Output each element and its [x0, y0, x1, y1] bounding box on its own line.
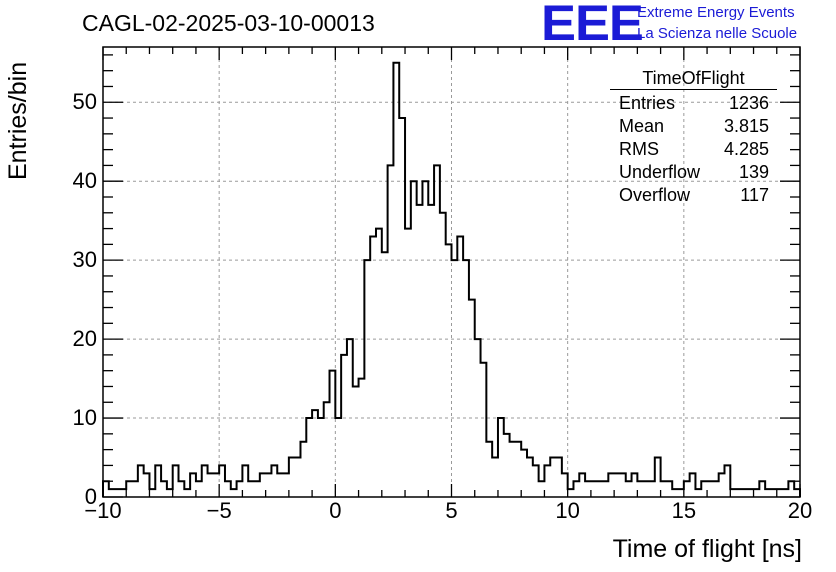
stats-value: 4.285: [723, 139, 769, 159]
stats-label: Mean: [619, 116, 665, 136]
run-title: CAGL-02-2025-03-10-00013: [82, 10, 375, 36]
histogram-step-line: [102, 61, 801, 497]
eee-logo: EEE: [541, 0, 644, 51]
y-tick-label: 40: [72, 168, 97, 194]
y-tick-label: 0: [84, 484, 97, 509]
y-tick-label: 30: [72, 247, 97, 273]
stats-box: TimeOfFlight Entries 1236 Mean 3.815 RMS 4.…: [610, 68, 777, 207]
logo-subtitle-1: Extreme Energy Events: [637, 4, 795, 21]
x-tick-label: 5: [445, 498, 458, 523]
stats-value: 3.815: [723, 116, 769, 136]
x-tick-label: 15: [671, 498, 697, 523]
x-tick-label: −5: [206, 498, 232, 523]
y-tick-label: 50: [72, 89, 97, 115]
x-tick-label: 20: [787, 498, 813, 523]
logo-subtitle-2: La Scienza nelle Scuole: [637, 25, 798, 42]
x-axis-title: Time of flight [ns]: [612, 535, 802, 563]
stats-row-overflow: Overflow 117: [610, 184, 777, 207]
stats-row-mean: Mean 3.815: [610, 115, 777, 138]
y-axis-title: Entries/bin: [4, 61, 32, 180]
stats-label: Entries: [619, 93, 676, 113]
stats-row-entries: Entries 1236: [610, 92, 777, 115]
y-tick-label: 20: [72, 326, 97, 352]
x-tick-label: −10: [84, 498, 122, 523]
stats-row-rms: RMS 4.285: [610, 138, 777, 161]
grid-lines: [103, 47, 800, 497]
stats-title: TimeOfFlight: [610, 68, 777, 90]
stats-label: Overflow: [619, 185, 691, 205]
stats-value: 139: [738, 162, 769, 182]
y-tick-label: 10: [72, 405, 97, 431]
stats-row-underflow: Underflow 139: [610, 161, 777, 184]
plot-frame: [102, 46, 801, 498]
stats-label: RMS: [619, 139, 659, 159]
x-tick-label: 10: [555, 498, 580, 523]
x-tick-label: 0: [329, 498, 342, 523]
stats-value: 1236: [728, 93, 769, 113]
stats-label: Underflow: [619, 162, 701, 182]
stats-value: 117: [740, 185, 769, 205]
